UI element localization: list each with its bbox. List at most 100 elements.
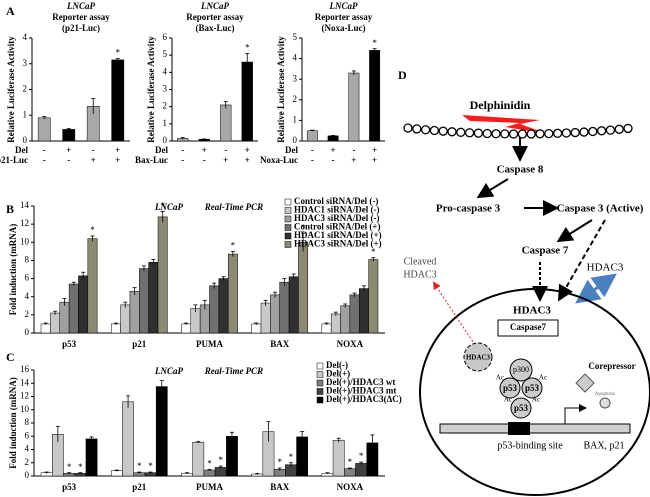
bead bbox=[526, 129, 536, 139]
legend-label: Del(+)/HDAC3 wt bbox=[326, 377, 395, 387]
x-tick-label: p21 bbox=[132, 339, 147, 349]
bar bbox=[369, 50, 381, 142]
protein bbox=[521, 377, 543, 399]
dna bbox=[439, 423, 631, 434]
row-cell: + bbox=[66, 145, 71, 155]
node-label: p53 bbox=[525, 383, 540, 393]
significance-marker: * bbox=[207, 458, 212, 468]
significance-marker: * bbox=[218, 455, 223, 465]
bar bbox=[349, 294, 360, 334]
y-axis-label: Relative Luciferase Activity bbox=[6, 36, 16, 143]
legend-label: HDAC3 siRNA/Del (-) bbox=[294, 213, 380, 223]
significance-marker: * bbox=[371, 247, 376, 257]
node-label: HDAC3 bbox=[403, 269, 436, 280]
row-label: Del bbox=[15, 145, 28, 155]
bar bbox=[344, 468, 356, 477]
bar bbox=[368, 259, 379, 334]
node-label: Ac bbox=[532, 396, 540, 404]
bead bbox=[500, 129, 510, 139]
significance-marker: * bbox=[160, 201, 165, 211]
legend-label: HDAC1 siRNA/Del (-) bbox=[294, 205, 380, 215]
bead bbox=[420, 125, 431, 135]
bar bbox=[129, 291, 140, 334]
y-tick-label: 12 bbox=[20, 218, 29, 228]
node-label: Caspase 3 (Active) bbox=[557, 203, 644, 215]
bead bbox=[429, 125, 440, 136]
y-tick-label: 2 bbox=[25, 457, 30, 467]
legend-label: Del(+) bbox=[326, 369, 350, 379]
row-cell: - bbox=[43, 155, 46, 165]
row-label: Bax-Luc bbox=[135, 155, 168, 165]
node-label: p53-binding site bbox=[497, 440, 563, 451]
node-label: Caspase 8 bbox=[497, 164, 544, 176]
y-tick-label: 14 bbox=[20, 377, 30, 387]
chart-title: LNCaP bbox=[66, 1, 96, 11]
nucleus bbox=[419, 288, 650, 496]
y-tick-label: 6 bbox=[25, 273, 30, 283]
bar bbox=[298, 242, 309, 334]
significance-marker: * bbox=[78, 462, 83, 472]
node-label: Ac bbox=[504, 396, 512, 404]
legend-label: HDAC1 siRNA/Del (+) bbox=[294, 230, 382, 240]
legend-swatch bbox=[284, 207, 292, 214]
bar bbox=[306, 130, 318, 142]
y-axis-label: Relative Luciferase Activity bbox=[146, 36, 156, 143]
significance-marker: * bbox=[372, 38, 377, 48]
x-tick-label: PUMA bbox=[196, 482, 223, 492]
node-label: Cleaved bbox=[404, 256, 437, 267]
y-tick-label: 3 bbox=[23, 58, 28, 68]
chart-title: (Bax-Luc) bbox=[196, 23, 235, 33]
row-cell: - bbox=[311, 155, 314, 165]
bar bbox=[241, 61, 253, 142]
bar bbox=[296, 436, 309, 477]
bar bbox=[355, 463, 367, 477]
y-tick-label: 0 bbox=[23, 135, 28, 145]
binding-site bbox=[508, 422, 530, 435]
x-tick-label: p53 bbox=[62, 339, 77, 349]
bar bbox=[148, 261, 159, 334]
y-tick-label: 0 bbox=[293, 135, 298, 145]
y-tick-label: 2 bbox=[293, 94, 298, 104]
chart-title: LNCaP bbox=[329, 1, 359, 11]
x-tick-label: p53 bbox=[62, 482, 77, 492]
y-tick-label: 10 bbox=[20, 236, 30, 246]
significance-marker: * bbox=[301, 222, 306, 232]
bead bbox=[614, 124, 624, 134]
legend-label: Del(+)/HDAC3(ΔC) bbox=[326, 394, 402, 404]
bead bbox=[438, 126, 448, 136]
y-tick-label: 0 bbox=[163, 135, 168, 145]
y-tick-label: 2 bbox=[163, 101, 168, 111]
significance-marker: * bbox=[231, 240, 236, 250]
bead bbox=[482, 128, 492, 139]
bead bbox=[623, 123, 633, 134]
node-label: HDAC3 bbox=[466, 354, 491, 362]
row-cell: + bbox=[245, 155, 250, 165]
row-cell: - bbox=[311, 145, 314, 155]
node-label: Caspase 7 bbox=[522, 245, 569, 257]
bead bbox=[544, 128, 554, 139]
bead bbox=[491, 129, 501, 139]
bar bbox=[110, 470, 123, 477]
panel-label: D bbox=[398, 68, 407, 82]
significance-marker: * bbox=[289, 452, 294, 462]
significance-marker: * bbox=[359, 451, 364, 461]
chart-subtitle: Real-Time PCR bbox=[204, 202, 263, 212]
y-tick-label: 1 bbox=[293, 114, 298, 124]
bar bbox=[288, 276, 299, 334]
node-label: Corepressor bbox=[588, 361, 635, 371]
bead bbox=[561, 128, 572, 138]
row-cell: + bbox=[245, 145, 250, 155]
bar bbox=[87, 238, 98, 334]
legend-label: HDAC3 siRNA/Del (+) bbox=[294, 239, 382, 249]
bead bbox=[508, 129, 519, 139]
row-cell: - bbox=[203, 155, 206, 165]
significance-marker: * bbox=[67, 462, 72, 472]
y-tick-label: 6 bbox=[163, 32, 168, 42]
bar bbox=[279, 281, 290, 334]
bead bbox=[570, 127, 580, 138]
protein bbox=[510, 397, 532, 419]
y-tick-label: 8 bbox=[25, 254, 30, 264]
y-tick-label: 6 bbox=[25, 430, 30, 440]
row-cell: + bbox=[115, 155, 120, 165]
